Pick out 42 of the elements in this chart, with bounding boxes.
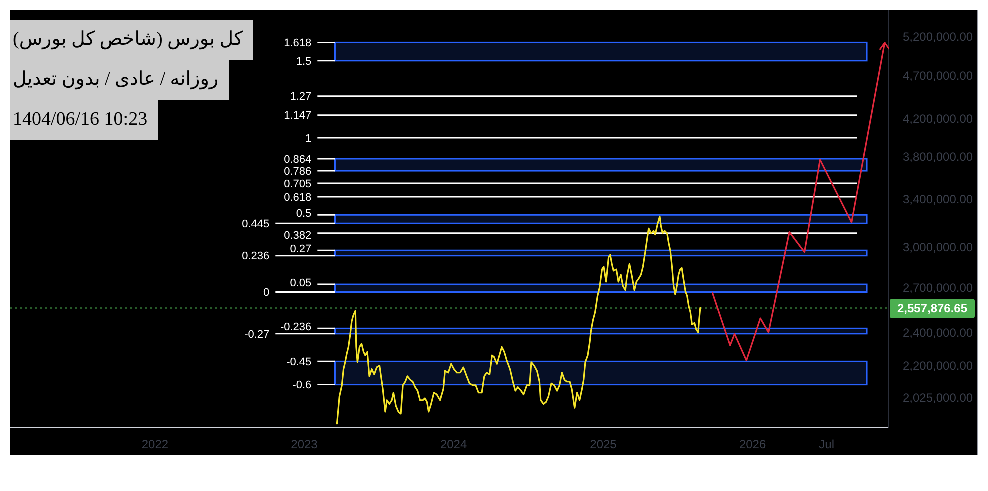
ref-line-label: 1.27: [290, 91, 312, 104]
y-tick-label: 3,400,000.00: [903, 192, 974, 207]
ref-line-label: -0.236: [280, 322, 312, 334]
line-series: [712, 42, 886, 362]
ref-line-label: 0.27: [290, 243, 312, 256]
y-tick-label: 4,700,000.00: [903, 68, 974, 83]
ref-line-label: 2,557,876.65: [897, 302, 968, 316]
ref-line-label: 0.786: [284, 166, 312, 178]
ref-line-label: 0.864: [284, 154, 312, 166]
x-tick-label: Jul: [819, 438, 834, 452]
ref-line-label: 0.705: [284, 178, 312, 190]
y-tick-label: 4,200,000.00: [903, 112, 974, 126]
x-tick-label: 2026: [739, 438, 766, 452]
x-tick-label: 2022: [142, 438, 169, 452]
ref-line-label: 0.5: [296, 208, 312, 220]
x-tick-label: 2024: [440, 438, 468, 452]
ref-line-label: -0.6: [292, 380, 312, 392]
annotation: 1404/06/16 10:23: [10, 100, 158, 140]
text: روزانه / عادی / بدون تعدیل: [10, 60, 229, 100]
ref-line-label: -0.45: [286, 356, 312, 369]
y-tick-label: 5,200,000.00: [903, 30, 974, 44]
y-tick-label: 2,400,000.00: [903, 326, 974, 340]
x-tick-label: 2025: [590, 438, 618, 452]
y-tick-label: 3,800,000.00: [903, 150, 974, 164]
ref-line-label: 1.5: [296, 56, 312, 68]
y-tick-label: 2,200,000.00: [903, 359, 974, 374]
ref-line-label: 0.382: [284, 230, 312, 242]
ref-line-label: 0.05: [290, 277, 312, 290]
ref-line-label: 0.445: [242, 218, 270, 230]
ref-line-label: 1: [306, 132, 312, 145]
ref-line-label: 0.236: [242, 250, 270, 263]
text: کل بورس (شاخص کل بورس): [10, 20, 254, 60]
ref-line-label: 0.618: [284, 192, 312, 204]
y-tick-label: 2,700,000.00: [903, 280, 974, 295]
ref-line-label: 1.618: [284, 38, 312, 50]
ref-line-label: 1.147: [284, 110, 312, 122]
ref-line-label: -0.27: [244, 328, 270, 341]
y-tick-label: 2,025,000.00: [903, 390, 974, 405]
y-tick-label: 3,000,000.00: [903, 240, 974, 255]
x-tick-label: 2023: [291, 438, 318, 452]
line-series: [336, 216, 702, 425]
ref-line-label: 0: [264, 287, 270, 300]
